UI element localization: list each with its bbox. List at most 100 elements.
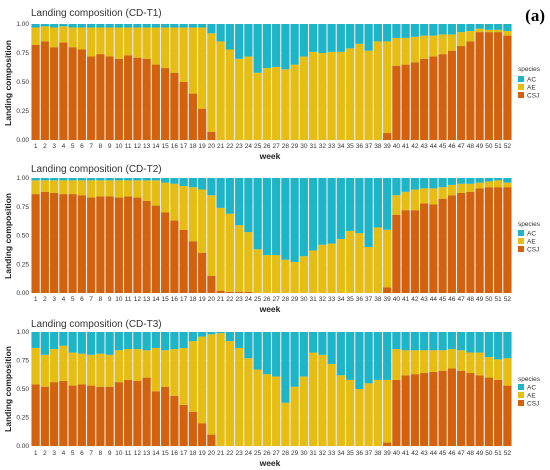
bar-segment-ae bbox=[50, 27, 59, 48]
bar-segment-csj bbox=[410, 62, 419, 140]
x-tick-label: 30 bbox=[300, 143, 308, 150]
x-tick-label: 46 bbox=[448, 296, 456, 303]
y-tick-label: 0.50 bbox=[16, 233, 29, 240]
x-tick-label: 15 bbox=[162, 143, 170, 150]
x-tick-label: 19 bbox=[199, 450, 207, 457]
bar-segment-ae bbox=[401, 191, 410, 211]
bar-segment-ac bbox=[420, 24, 429, 36]
x-tick-label: 30 bbox=[300, 296, 308, 303]
x-tick-label: 5 bbox=[71, 450, 75, 457]
bar-segment-csj bbox=[198, 423, 207, 446]
bar-segment-csj bbox=[198, 108, 207, 140]
bar-segment-csj bbox=[50, 47, 59, 141]
x-tick-label: 31 bbox=[310, 296, 318, 303]
y-tick-label: 0.25 bbox=[16, 261, 29, 268]
bar-segment-ac bbox=[392, 178, 401, 196]
bar-segment-ae bbox=[383, 41, 392, 134]
x-tick-label: 25 bbox=[254, 450, 262, 457]
bar-segment-ae bbox=[420, 188, 429, 204]
y-axis-label: Landing composition bbox=[3, 40, 13, 126]
bar-segment-csj bbox=[410, 374, 419, 446]
bar-segment-ae bbox=[225, 341, 234, 446]
x-tick-label: 5 bbox=[71, 296, 75, 303]
bar-segment-ac bbox=[225, 24, 234, 50]
y-axis-label: Landing composition bbox=[3, 193, 13, 279]
legend-label: AE bbox=[527, 239, 536, 246]
bar-segment-ac bbox=[309, 332, 318, 353]
bar-segment-ae bbox=[142, 180, 151, 201]
x-tick-label: 27 bbox=[273, 450, 281, 457]
bar-segment-ac bbox=[142, 332, 151, 351]
x-tick-label: 47 bbox=[458, 450, 466, 457]
bar-segment-csj bbox=[59, 42, 68, 141]
x-tick-label: 45 bbox=[439, 296, 447, 303]
bar-segment-ac bbox=[318, 332, 327, 355]
x-tick-label: 1 bbox=[34, 450, 38, 457]
bar-segment-ae bbox=[447, 349, 456, 369]
bar-segment-ae bbox=[198, 336, 207, 424]
x-tick-label: 21 bbox=[217, 296, 225, 303]
bar-segment-ac bbox=[299, 332, 308, 377]
bar-segment-csj bbox=[133, 197, 142, 293]
bar-segment-ac bbox=[392, 24, 401, 38]
legend-label: AC bbox=[527, 77, 536, 84]
bar-segment-ac bbox=[59, 332, 68, 346]
legend-title: species bbox=[518, 376, 541, 383]
x-tick-label: 39 bbox=[384, 143, 392, 150]
x-tick-label: 33 bbox=[328, 143, 336, 150]
x-tick-label: 20 bbox=[208, 143, 216, 150]
bar-segment-ae bbox=[262, 255, 271, 293]
bar-segment-ac bbox=[142, 24, 151, 28]
bar-segment-csj bbox=[420, 203, 429, 293]
bar-segment-csj bbox=[383, 442, 392, 446]
bar-segment-ae bbox=[299, 376, 308, 446]
x-tick-label: 14 bbox=[152, 296, 160, 303]
bar-segment-ac bbox=[225, 178, 234, 214]
bar-segment-ac bbox=[364, 178, 373, 247]
bar-segment-ac bbox=[309, 24, 318, 52]
bar-segment-ac bbox=[188, 24, 197, 28]
x-tick-label: 23 bbox=[236, 450, 244, 457]
x-tick-label: 29 bbox=[291, 296, 299, 303]
x-tick-label: 4 bbox=[62, 296, 66, 303]
x-tick-label: 4 bbox=[62, 450, 66, 457]
bar-segment-ac bbox=[161, 332, 170, 351]
x-tick-label: 35 bbox=[347, 143, 355, 150]
bar-segment-ae bbox=[40, 180, 49, 192]
x-tick-label: 23 bbox=[236, 296, 244, 303]
bar-segment-ae bbox=[161, 182, 170, 213]
bar-segment-csj bbox=[457, 192, 466, 293]
bar-segment-csj bbox=[484, 32, 493, 141]
bar-segment-ac bbox=[494, 332, 503, 360]
legend-swatch-ae bbox=[518, 238, 524, 244]
legend-label: CSJ bbox=[527, 247, 539, 254]
bar-segment-csj bbox=[447, 195, 456, 293]
bar-segment-csj bbox=[40, 386, 49, 446]
bar-segment-ac bbox=[68, 24, 77, 28]
bar-segment-ac bbox=[262, 178, 271, 256]
bar-segment-csj bbox=[124, 196, 133, 293]
bar-segment-csj bbox=[494, 32, 503, 141]
x-tick-label: 48 bbox=[467, 450, 475, 457]
bar-segment-ac bbox=[281, 178, 290, 260]
bar-segment-ae bbox=[383, 229, 392, 288]
bar-segment-csj bbox=[383, 133, 392, 140]
bar-segment-ae bbox=[503, 182, 512, 188]
legend-label: CSJ bbox=[527, 93, 539, 100]
x-tick-label: 43 bbox=[421, 143, 429, 150]
bar-segment-csj bbox=[438, 370, 447, 446]
bar-segment-csj bbox=[40, 191, 49, 293]
bar-segment-ac bbox=[355, 178, 364, 234]
bar-segment-ac bbox=[114, 332, 123, 351]
bar-segment-ac bbox=[207, 178, 216, 196]
bar-segment-ae bbox=[457, 32, 466, 47]
x-tick-label: 30 bbox=[300, 450, 308, 457]
x-tick-label: 3 bbox=[52, 143, 56, 150]
bar-segment-ac bbox=[401, 332, 410, 351]
bar-segment-ac bbox=[105, 24, 114, 28]
bar-segment-csj bbox=[466, 373, 475, 446]
x-tick-label: 14 bbox=[152, 143, 160, 150]
bar-segment-ac bbox=[438, 24, 447, 35]
bar-segment-ae bbox=[475, 28, 484, 33]
bar-segment-ac bbox=[114, 178, 123, 181]
